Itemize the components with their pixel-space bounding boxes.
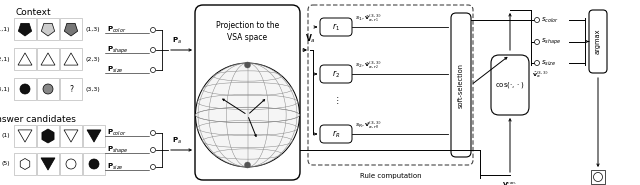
Polygon shape xyxy=(42,129,54,143)
Text: Rule computation: Rule computation xyxy=(360,173,421,179)
Text: $r_R$: $r_R$ xyxy=(332,128,340,140)
Text: $\hat{\mathbf{v}}_a^{(3,3)}$: $\hat{\mathbf{v}}_a^{(3,3)}$ xyxy=(532,70,549,80)
Text: (3,3): (3,3) xyxy=(85,87,100,92)
Circle shape xyxy=(244,162,250,168)
Circle shape xyxy=(195,63,300,167)
Circle shape xyxy=(150,68,156,73)
FancyBboxPatch shape xyxy=(195,5,300,180)
Text: $\mathbf{P}_{color}$: $\mathbf{P}_{color}$ xyxy=(107,128,127,138)
Text: $r_2$: $r_2$ xyxy=(332,68,340,80)
Circle shape xyxy=(150,48,156,53)
Text: $\mathbf{P}_{shape}$: $\mathbf{P}_{shape}$ xyxy=(107,144,129,156)
Bar xyxy=(83,153,105,175)
Circle shape xyxy=(150,130,156,135)
Text: (3,1): (3,1) xyxy=(0,87,10,92)
Circle shape xyxy=(43,84,53,94)
Text: $s_{size}$: $s_{size}$ xyxy=(541,58,556,68)
Bar xyxy=(14,153,36,175)
Circle shape xyxy=(534,40,540,45)
Circle shape xyxy=(593,172,602,181)
Text: $\mathbf{V}_a^{can.}$: $\mathbf{V}_a^{can.}$ xyxy=(502,180,518,185)
Bar xyxy=(37,48,59,70)
Bar xyxy=(591,170,605,184)
Text: $\mathbf{P}_{color}$: $\mathbf{P}_{color}$ xyxy=(107,25,127,35)
Polygon shape xyxy=(20,159,30,169)
Bar xyxy=(60,153,82,175)
Polygon shape xyxy=(65,23,77,36)
Circle shape xyxy=(89,159,99,169)
Circle shape xyxy=(534,60,540,65)
Text: $\mathbf{P}_{size}$: $\mathbf{P}_{size}$ xyxy=(107,65,124,75)
Text: soft-selection: soft-selection xyxy=(458,63,464,107)
Bar xyxy=(60,125,82,147)
Text: (5): (5) xyxy=(1,162,10,166)
Bar xyxy=(60,78,82,100)
Text: (1,1): (1,1) xyxy=(0,26,10,31)
Polygon shape xyxy=(18,53,32,65)
Text: $s_2, \hat{\mathbf{v}}_{a,r_2}^{(3,3)}$: $s_2, \hat{\mathbf{v}}_{a,r_2}^{(3,3)}$ xyxy=(355,60,381,72)
Bar xyxy=(37,125,59,147)
Text: Projection to the: Projection to the xyxy=(216,21,279,29)
Text: $\mathbf{P}_{shape}$: $\mathbf{P}_{shape}$ xyxy=(107,44,129,56)
Circle shape xyxy=(150,164,156,169)
Text: $\cos(\cdot,\cdot)$: $\cos(\cdot,\cdot)$ xyxy=(495,80,525,90)
FancyBboxPatch shape xyxy=(320,65,352,83)
FancyBboxPatch shape xyxy=(491,55,529,115)
Bar xyxy=(37,153,59,175)
Text: $\vdots$: $\vdots$ xyxy=(333,95,339,105)
Text: $\mathbf{P}_a$: $\mathbf{P}_a$ xyxy=(172,136,182,146)
Text: $r_1$: $r_1$ xyxy=(332,21,340,33)
Circle shape xyxy=(66,159,76,169)
Circle shape xyxy=(534,18,540,23)
FancyBboxPatch shape xyxy=(589,10,607,73)
Bar xyxy=(60,18,82,40)
Circle shape xyxy=(20,84,30,94)
Bar xyxy=(14,18,36,40)
Text: $s_{shape}$: $s_{shape}$ xyxy=(541,37,561,47)
Bar xyxy=(14,48,36,70)
Polygon shape xyxy=(64,130,78,142)
Polygon shape xyxy=(42,23,54,36)
Bar xyxy=(37,78,59,100)
Text: $s_{color}$: $s_{color}$ xyxy=(541,15,559,25)
Text: $s_R, \hat{\mathbf{v}}_{a,r_R}^{(3,3)}$: $s_R, \hat{\mathbf{v}}_{a,r_R}^{(3,3)}$ xyxy=(355,120,381,132)
Polygon shape xyxy=(87,130,101,142)
Bar xyxy=(60,48,82,70)
FancyBboxPatch shape xyxy=(320,125,352,143)
Bar xyxy=(37,18,59,40)
Text: (2,1): (2,1) xyxy=(0,56,10,61)
Text: Context: Context xyxy=(15,8,51,17)
Polygon shape xyxy=(19,23,31,36)
Text: $\mathbf{P}_{size}$: $\mathbf{P}_{size}$ xyxy=(107,162,124,172)
Text: ?: ? xyxy=(69,85,73,93)
Text: $\mathbf{P}_a$: $\mathbf{P}_a$ xyxy=(172,36,182,46)
Text: (1,3): (1,3) xyxy=(85,26,100,31)
Bar xyxy=(83,125,105,147)
Polygon shape xyxy=(41,158,55,170)
FancyBboxPatch shape xyxy=(320,18,352,36)
Polygon shape xyxy=(18,130,32,142)
Text: $s_1, \hat{\mathbf{v}}_{a,r_1}^{(3,3)}$: $s_1, \hat{\mathbf{v}}_{a,r_1}^{(3,3)}$ xyxy=(355,13,381,25)
Text: VSA space: VSA space xyxy=(227,33,268,41)
Text: Answer candidates: Answer candidates xyxy=(0,115,76,124)
Text: $\mathbf{V}_a$: $\mathbf{V}_a$ xyxy=(305,33,316,45)
Circle shape xyxy=(244,62,250,68)
Bar xyxy=(14,78,36,100)
Text: (1): (1) xyxy=(1,134,10,139)
FancyBboxPatch shape xyxy=(451,13,471,157)
Polygon shape xyxy=(64,53,78,65)
Circle shape xyxy=(150,147,156,152)
Circle shape xyxy=(150,28,156,33)
Text: argmax: argmax xyxy=(595,29,601,54)
Text: (2,3): (2,3) xyxy=(85,56,100,61)
Polygon shape xyxy=(41,53,55,65)
Bar xyxy=(14,125,36,147)
FancyBboxPatch shape xyxy=(308,5,473,165)
